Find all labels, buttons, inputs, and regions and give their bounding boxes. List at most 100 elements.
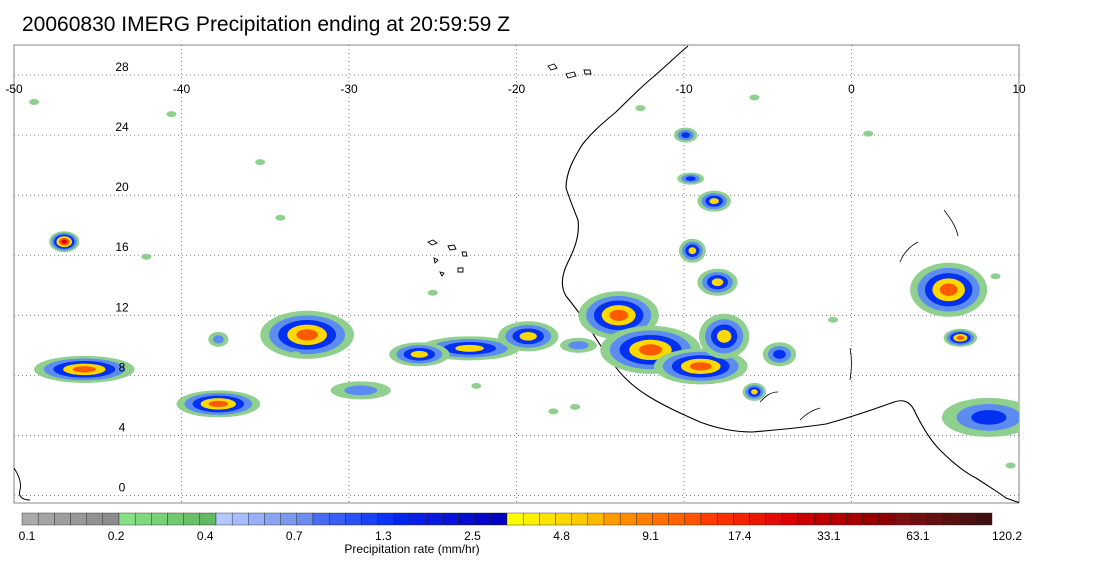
colorbar-swatch	[183, 512, 201, 526]
colorbar-swatch	[312, 512, 330, 526]
precip-cell	[344, 385, 378, 396]
colorbar-tick-label: 17.4	[728, 529, 752, 543]
colorbar-swatch	[959, 512, 977, 526]
precip-cell	[609, 309, 628, 321]
colorbar-swatch	[603, 512, 621, 526]
colorbar-swatch	[248, 512, 265, 526]
colorbar-swatch	[555, 512, 572, 526]
colorbar-swatch	[975, 512, 993, 526]
colorbar-swatch	[86, 512, 104, 526]
colorbar-swatch	[830, 512, 847, 526]
colorbar-swatch	[102, 512, 120, 526]
colorbar-swatch	[167, 512, 184, 526]
longitude-label: 0	[848, 82, 855, 96]
colorbar-swatch	[442, 512, 459, 526]
colorbar-swatch	[70, 512, 87, 526]
colorbar-swatch	[636, 512, 653, 526]
longitude-label: 10	[1012, 82, 1026, 96]
precip-cell	[212, 335, 224, 344]
colorbar-swatch	[264, 512, 281, 526]
precip-cell	[773, 349, 786, 359]
longitude-label: -30	[340, 82, 358, 96]
grid-lines	[13, 45, 1020, 503]
precip-cell	[296, 329, 318, 341]
precip-cell	[689, 362, 712, 371]
latitude-label: 16	[115, 240, 129, 254]
colorbar-tick-label: 4.8	[553, 529, 570, 543]
map-title: 20060830 IMERG Precipitation ending at 2…	[22, 13, 510, 36]
colorbar-swatch	[37, 512, 55, 526]
precip-cell	[410, 350, 428, 358]
precip-cell	[717, 329, 732, 343]
precip-cell	[72, 366, 96, 373]
colorbar-swatch	[280, 512, 298, 526]
colorbar-swatch	[328, 512, 346, 526]
colorbar-swatch	[878, 512, 896, 526]
longitude-labels: -50 -40 -30 -20 -10 0 10	[5, 82, 1026, 96]
colorbar-tick-label: 0.1	[19, 529, 36, 543]
colorbar-tick-label: 2.5	[464, 529, 481, 543]
precip-cell	[568, 341, 589, 350]
precip-speck	[863, 130, 874, 137]
precip-speck	[749, 94, 760, 101]
canary-islands	[547, 63, 592, 79]
latitude-label: 8	[119, 360, 126, 374]
precip-speck	[29, 99, 40, 106]
colorbar-swatch	[943, 512, 960, 526]
precip-cell	[939, 283, 958, 297]
colorbar-swatch	[910, 512, 928, 526]
colorbar-swatch	[522, 512, 540, 526]
precip-cell	[688, 247, 697, 255]
colorbar-swatch	[118, 512, 136, 526]
precip-cell	[61, 239, 68, 244]
precip-speck	[635, 105, 646, 112]
colorbar-tick-labels: 0.1 0.2 0.4 0.7 1.3 2.5 4.8 9.1 17.4 33.1 63.1 120.…	[19, 529, 1023, 543]
precip-speck	[141, 253, 152, 260]
colorbar-tick-label: 9.1	[642, 529, 659, 543]
colorbar-swatch	[361, 512, 378, 526]
latitude-labels: 28 24 20 16 12 8 4 0	[115, 60, 129, 494]
precipitation-cells	[29, 94, 1019, 469]
precip-speck	[1005, 462, 1016, 469]
south-america-coastline	[14, 467, 31, 501]
precip-cell	[956, 335, 965, 340]
precip-cell	[638, 344, 663, 356]
latitude-label: 20	[115, 180, 129, 194]
precip-cell	[685, 176, 696, 181]
colorbar-swatch	[587, 512, 605, 526]
colorbar-swatch	[700, 512, 718, 526]
colorbar-swatch	[458, 512, 475, 526]
latitude-label: 12	[115, 300, 129, 314]
colorbar-swatch	[668, 512, 686, 526]
precip-speck	[166, 111, 177, 118]
colorbar-swatch	[733, 512, 750, 526]
colorbar-swatch	[813, 512, 831, 526]
precip-speck	[255, 159, 266, 166]
latitude-label: 24	[115, 120, 129, 134]
colorbar-swatch	[862, 512, 880, 526]
precip-cell	[711, 278, 724, 287]
cape-verde-islands	[427, 239, 468, 277]
colorbar	[21, 512, 993, 526]
colorbar-swatch	[345, 512, 362, 526]
colorbar-tick-label: 120.2	[992, 529, 1022, 543]
colorbar-swatch	[474, 512, 492, 526]
precip-cell	[751, 389, 758, 395]
colorbar-swatch	[54, 512, 71, 526]
latitude-label: 0	[119, 480, 126, 494]
longitude-label: -20	[508, 82, 526, 96]
colorbar-swatch	[927, 512, 944, 526]
colorbar-swatch	[684, 512, 702, 526]
colorbar-swatch	[894, 512, 912, 526]
latitude-label: 28	[115, 60, 129, 74]
precip-speck	[548, 408, 559, 415]
colorbar-swatch	[716, 512, 734, 526]
precip-speck	[471, 382, 482, 389]
precip-cell	[208, 400, 229, 408]
precip-cell	[681, 132, 691, 138]
colorbar-swatch	[781, 512, 799, 526]
precip-speck	[990, 273, 1001, 280]
colorbar-swatch	[846, 512, 863, 526]
colorbar-swatch	[409, 512, 427, 526]
